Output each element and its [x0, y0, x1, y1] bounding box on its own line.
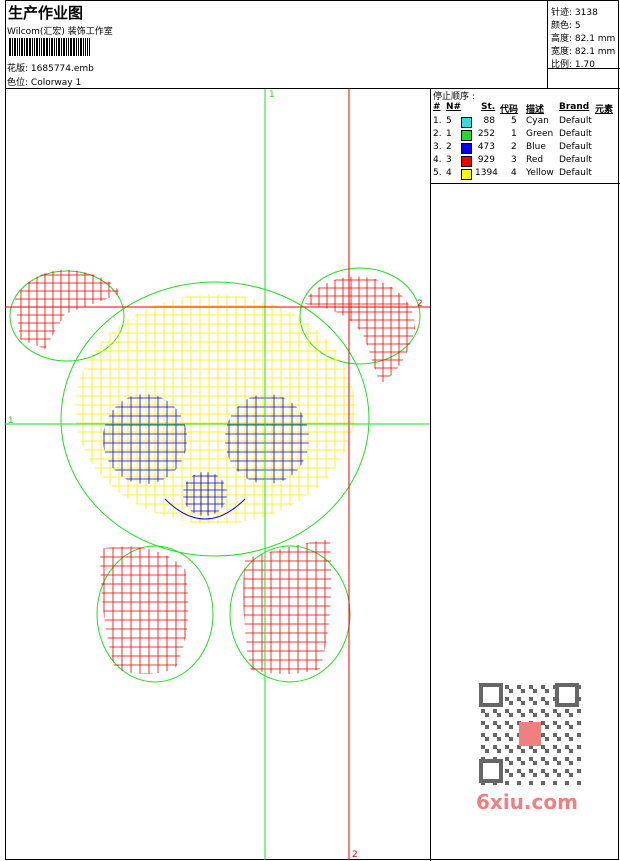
row-description: Blue	[526, 142, 546, 152]
color-row: 4. 3 929 3 Red Default	[431, 155, 620, 168]
col-needle: N#	[446, 102, 462, 112]
color-swatch	[461, 156, 472, 167]
row-code: 4	[511, 168, 517, 178]
col-code: 代码	[500, 105, 519, 115]
col-index: #	[433, 102, 441, 112]
row-brand: Default	[559, 168, 592, 178]
stop-sequence-title: 停止顺序 :	[433, 92, 475, 102]
stitch-count: 针迹: 3138	[551, 8, 598, 18]
page-title: 生产作业图	[8, 4, 84, 22]
right-ear-red	[305, 276, 415, 384]
color-row: 3. 2 473 2 Blue Default	[431, 142, 620, 155]
guide-label-h1: 1	[8, 416, 14, 426]
col-element: 元素	[595, 105, 614, 115]
watermark-text: 6xiu.com	[476, 790, 578, 814]
row-brand: Default	[559, 155, 592, 165]
bear-outline	[9, 267, 421, 683]
row-description: Green	[526, 129, 554, 139]
design-label: 花版:	[7, 64, 29, 74]
row-code: 1	[511, 129, 517, 139]
color-swatch	[461, 143, 472, 154]
row-stitches: 1394	[475, 168, 498, 178]
stop-sequence-panel: 停止顺序 : # N# St. 代码 描述 Brand 元素 1. 5 88 5…	[430, 89, 620, 861]
guide-label-v1: 1	[269, 90, 275, 100]
colorway-value: Colorway 1	[30, 78, 82, 88]
row-brand: Default	[559, 129, 592, 139]
page-frame	[5, 0, 619, 860]
design-height: 高度: 82.1 mm	[551, 34, 616, 44]
row-stitches: 88	[483, 116, 495, 126]
color-row: 2. 1 252 1 Green Default	[431, 129, 620, 142]
design-file-row: 花版: 1685774.emb	[7, 61, 94, 74]
left-foot-red	[100, 546, 189, 674]
row-description: Cyan	[526, 116, 549, 126]
row-needle: 1	[446, 129, 452, 139]
col-description: 描述	[526, 105, 545, 115]
row-brand: Default	[559, 116, 592, 126]
guide-label-v2: 2	[352, 850, 358, 860]
color-swatch	[461, 130, 472, 141]
watermark: 6xiu.com	[471, 680, 586, 815]
right-eye-blue	[225, 394, 309, 484]
row-index: 4.	[433, 155, 442, 165]
row-code: 3	[511, 155, 517, 165]
right-foot-red	[243, 539, 332, 674]
nose-blue	[183, 472, 227, 516]
row-index: 1.	[433, 116, 442, 126]
color-swatch	[461, 169, 472, 180]
row-index: 2.	[433, 129, 442, 139]
color-row: 1. 5 88 5 Cyan Default	[431, 116, 620, 129]
header-divider	[5, 88, 620, 89]
row-description: Yellow	[526, 168, 554, 178]
colorway-row: 色位: Colorway 1	[7, 75, 81, 88]
face-yellow	[75, 294, 355, 524]
barcode	[9, 38, 140, 56]
row-code: 2	[511, 142, 517, 152]
design-width: 宽度: 82.1 mm	[551, 47, 616, 57]
color-swatch	[461, 117, 472, 128]
design-preview: 1 1 2 2	[5, 89, 430, 860]
mouth	[164, 498, 246, 520]
row-stitches: 929	[477, 155, 495, 165]
color-count: 颜色: 5	[551, 21, 581, 31]
row-needle: 4	[446, 168, 452, 178]
studio-name: Wilcom(汇宏) 装饰工作室	[7, 27, 113, 37]
row-code: 5	[511, 116, 517, 126]
row-brand: Default	[559, 142, 592, 152]
row-index: 3.	[433, 142, 442, 152]
info-box: 针迹: 3138 颜色: 5 高度: 82.1 mm 宽度: 82.1 mm 比…	[547, 0, 620, 89]
col-brand: Brand	[559, 102, 590, 112]
design-scale: 比例: 1.70	[551, 60, 595, 70]
row-index: 5.	[433, 168, 442, 178]
row-description: Red	[526, 155, 544, 165]
row-stitches: 252	[477, 129, 495, 139]
color-row: 5. 4 1394 4 Yellow Default	[431, 168, 620, 181]
row-needle: 2	[446, 142, 452, 152]
col-stitches: St.	[481, 102, 496, 112]
design-file: 1685774.emb	[30, 64, 94, 74]
guide-label-h2: 2	[417, 299, 423, 309]
row-needle: 5	[446, 116, 452, 126]
row-stitches: 473	[477, 142, 495, 152]
row-needle: 3	[446, 155, 452, 165]
qr-code-icon	[479, 683, 581, 785]
colorway-label: 色位:	[7, 78, 29, 88]
